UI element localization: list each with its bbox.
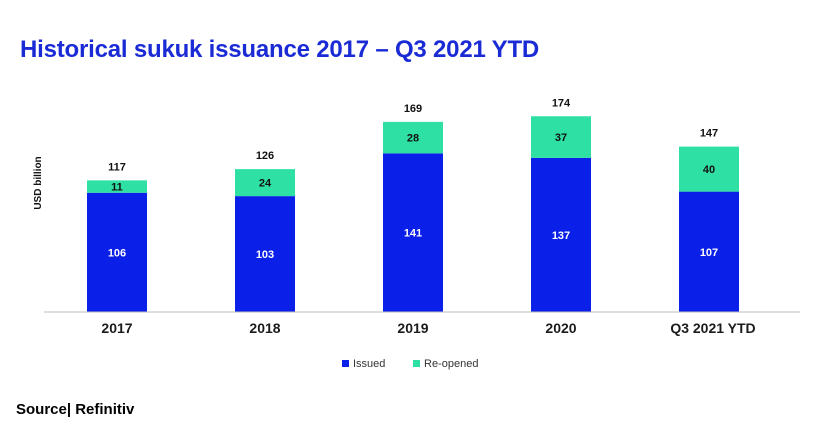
data-label-re-opened-0: 11: [111, 182, 123, 194]
bar-re-opened-0: [87, 180, 147, 193]
bar-issued-3: [531, 157, 591, 312]
bar-re-opened-4: [679, 146, 739, 192]
data-label-re-opened-4: 40: [703, 164, 715, 176]
x-tick-label-0: 2017: [101, 320, 132, 336]
data-label-issued-3: 137: [552, 230, 570, 242]
legend-label-re-opened: Re-opened: [424, 358, 478, 370]
x-tick-label-3: 2020: [545, 320, 576, 336]
total-label-1: 126: [256, 150, 274, 162]
data-label-re-opened-3: 37: [555, 132, 567, 144]
data-label-re-opened-1: 24: [259, 178, 272, 190]
bar-re-opened-2: [383, 121, 443, 154]
bar-re-opened-3: [531, 116, 591, 158]
y-axis-label: USD billion: [33, 156, 44, 209]
legend-label-issued: Issued: [353, 358, 385, 370]
bar-issued-2: [383, 153, 443, 312]
x-tick-labels: 2017 2018 2019 2020 Q3 2021 YTD: [101, 320, 755, 336]
x-tick-label-4: Q3 2021 YTD: [670, 320, 755, 336]
legend: Issued Re-opened: [342, 358, 478, 370]
total-label-0: 117: [108, 161, 126, 173]
data-label-issued-0: 106: [108, 247, 126, 259]
total-label-3: 174: [552, 97, 571, 109]
total-label-4: 147: [700, 128, 718, 140]
legend-swatch-issued: [342, 360, 349, 367]
x-tick-label-2: 2019: [397, 320, 428, 336]
data-label-issued-1: 103: [256, 249, 274, 261]
bar-issued-1: [235, 196, 295, 312]
data-label-re-opened-2: 28: [407, 133, 419, 145]
legend-swatch-re-opened: [413, 360, 420, 367]
data-label-issued-2: 141: [404, 228, 422, 240]
bar-issued-4: [679, 191, 739, 312]
source-note: Source| Refinitiv: [16, 401, 135, 418]
data-label-issued-4: 107: [700, 247, 718, 259]
total-label-2: 169: [404, 103, 422, 115]
bar-issued-0: [87, 192, 147, 312]
x-tick-label-1: 2018: [249, 320, 280, 336]
bars-group: 106 11 117 103 24 126 141 28 169 137 37 174 107 40 147: [87, 97, 739, 312]
chart-title: Historical sukuk issuance 2017 – Q3 2021…: [20, 36, 540, 63]
bar-re-opened-1: [235, 169, 295, 197]
